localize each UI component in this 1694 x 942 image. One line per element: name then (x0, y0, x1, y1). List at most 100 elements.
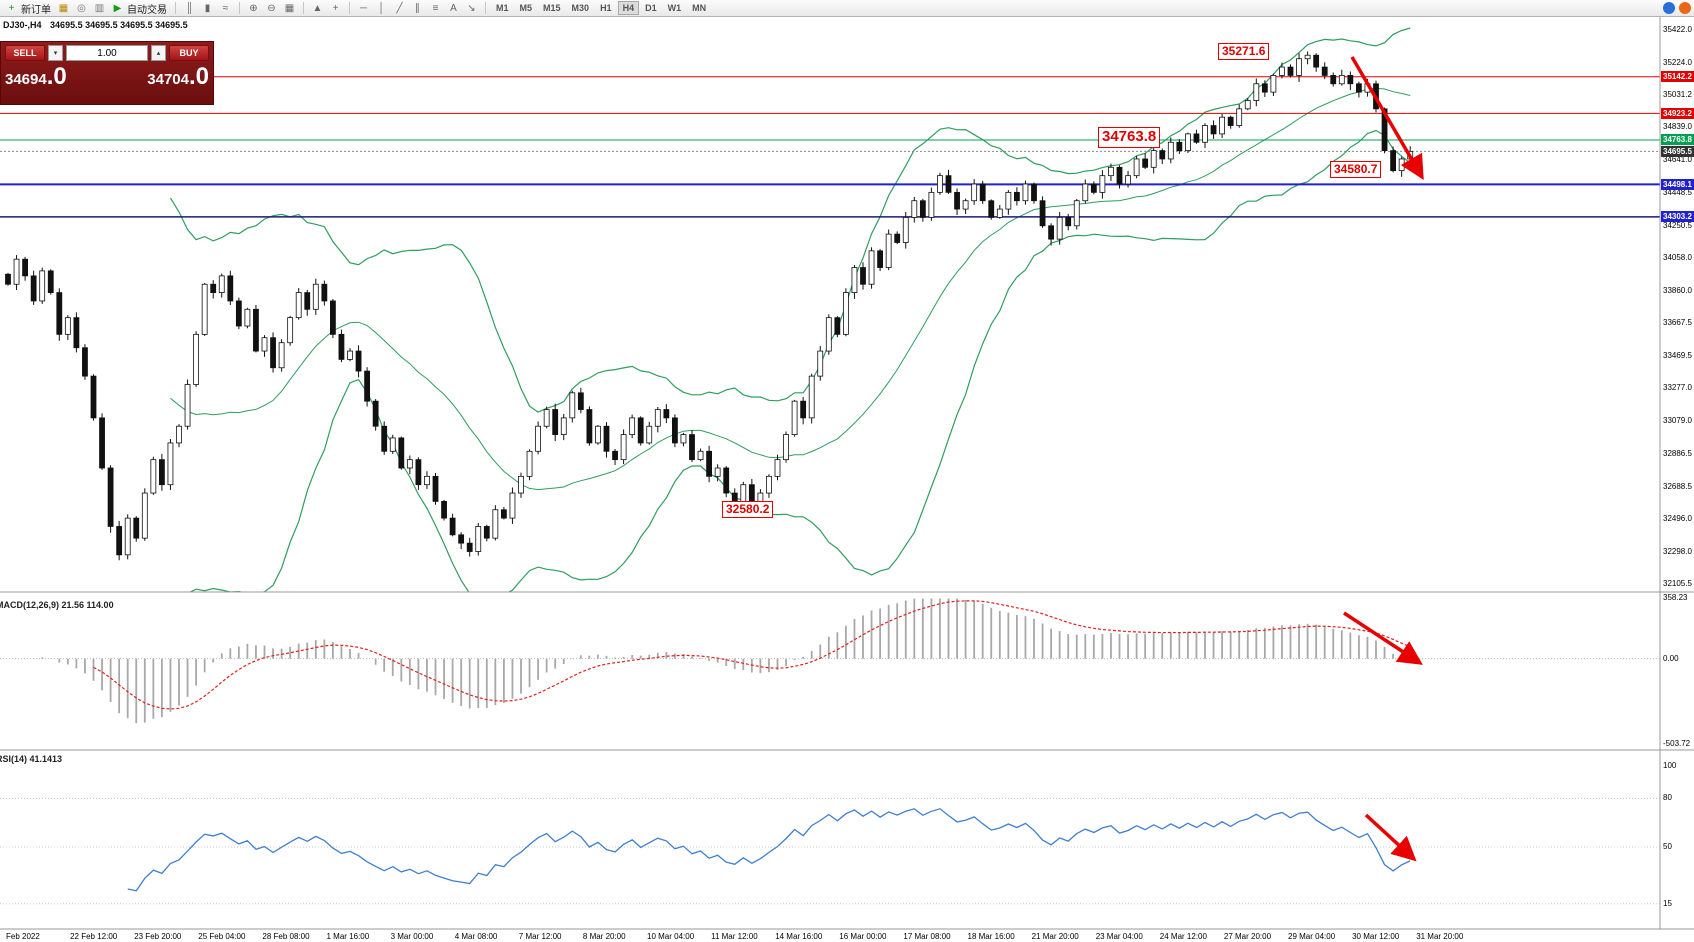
timeframe-M1[interactable]: M1 (496, 3, 509, 13)
candle-body (706, 450, 712, 477)
rsi-axis-tick: 80 (1663, 793, 1672, 803)
top-toolbar: + 新订单 ▦ ◎ ▥ ▶ 自动交易 ║ ▮ ≈ ⊕ ⊖ ▦ ▲ + ─ │ ╱ ∥ ≡ A ↘ M1 M5 M15 M30 H1 H… (0, 0, 1694, 17)
candle-body (475, 526, 482, 552)
candle-body (13, 258, 20, 285)
price-axis-tick: 34839.0 (1663, 122, 1692, 132)
volume-step-down-button[interactable]: ▾ (48, 45, 63, 61)
timeframe-M5[interactable]: M5 (519, 3, 533, 13)
price-axis-tick: 35422.0 (1663, 25, 1692, 34)
candle-body (193, 333, 200, 385)
candle-body (1321, 66, 1328, 76)
sell-button[interactable]: SELL (5, 45, 45, 61)
price-annotation[interactable]: 34580.7 (1330, 161, 1382, 178)
candle-body (1176, 141, 1183, 152)
candle-body (1398, 158, 1405, 172)
candle-body (1065, 217, 1072, 227)
candle-body (5, 273, 11, 285)
candle-body (1022, 183, 1029, 202)
candle-body (577, 392, 584, 410)
candle-body (1005, 191, 1012, 210)
volume-input[interactable] (66, 45, 148, 61)
candle-body (329, 300, 336, 335)
sell-price-fraction: .0 (46, 63, 67, 90)
candle-body (1073, 200, 1080, 227)
autotrade-icon[interactable]: ▶ (113, 2, 122, 14)
candle-body (1039, 200, 1046, 227)
crosshair-icon[interactable]: + (332, 2, 339, 14)
time-axis-label: 21 Mar 20:00 (1031, 932, 1079, 941)
fibonacci-tool-icon[interactable]: ≡ (432, 2, 439, 14)
time-axis-label: 3 Mar 00:00 (390, 932, 434, 941)
candle-body (338, 333, 345, 360)
price-annotation[interactable]: 32580.2 (722, 501, 774, 518)
candle-body (415, 459, 422, 486)
text-tool-icon[interactable]: A (450, 2, 457, 14)
price-annotation[interactable]: 35271.6 (1218, 43, 1270, 60)
channel-tool-icon[interactable]: ∥ (415, 2, 420, 14)
candle-body (1090, 183, 1097, 193)
candle-body (766, 475, 772, 494)
timeframe-D1[interactable]: D1 (645, 3, 657, 13)
market-watch-icon[interactable]: ◎ (77, 2, 86, 14)
candle-body (1381, 108, 1388, 152)
candle-body (116, 526, 123, 556)
candle-body (894, 233, 901, 243)
line-chart-icon[interactable]: ≈ (222, 2, 229, 14)
candle-body (1142, 158, 1149, 168)
time-axis-label: 25 Feb 04:00 (198, 932, 246, 941)
timeframe-MN[interactable]: MN (692, 3, 707, 13)
layouts-icon[interactable]: ▦ (58, 2, 69, 14)
timeframe-M30[interactable]: M30 (571, 3, 590, 13)
buy-price: 34704.0 (147, 63, 209, 90)
price-panel[interactable] (0, 27, 1660, 602)
zoom-in-icon[interactable]: ⊕ (249, 2, 258, 14)
timeframe-M15[interactable]: M15 (543, 3, 561, 13)
time-axis-label: 7 Mar 12:00 (518, 932, 562, 941)
timeframe-H4[interactable]: H4 (617, 1, 640, 15)
notifications-icon[interactable] (1679, 2, 1691, 14)
timeframe-W1[interactable]: W1 (667, 3, 682, 13)
candle-body (1347, 75, 1354, 85)
candle-body (441, 501, 447, 519)
bar-chart-icon[interactable]: ║ (185, 2, 194, 14)
candle-body (1167, 141, 1174, 160)
candle-body (595, 425, 601, 444)
chart-canvas[interactable] (0, 17, 1694, 942)
rsi-panel[interactable] (0, 797, 1660, 905)
volume-step-up-button[interactable]: ▴ (151, 45, 166, 61)
timeframe-H1[interactable]: H1 (600, 3, 612, 13)
price-axis-tick: 34058.0 (1663, 252, 1692, 262)
candle-body (1236, 108, 1243, 126)
candle-body (911, 200, 918, 218)
cursor-icon[interactable]: ▲ (312, 2, 323, 14)
macd-panel[interactable] (0, 598, 1660, 724)
hline-tool-icon[interactable]: ─ (359, 2, 368, 14)
candle-body (295, 292, 302, 319)
time-axis-label: 23 Mar 04:00 (1095, 932, 1143, 941)
candle-body (64, 317, 71, 335)
price-annotation[interactable]: 34763.8 (1098, 127, 1161, 148)
candle-body (1287, 66, 1294, 76)
trend-arrow[interactable] (1343, 611, 1423, 665)
candle-body (82, 347, 88, 377)
candle-body (107, 467, 114, 527)
trend-arrow[interactable] (1350, 56, 1424, 181)
tile-windows-icon[interactable]: ▦ (284, 2, 295, 14)
candle-body (979, 183, 986, 202)
candle-body (1048, 225, 1054, 240)
candle-body (458, 534, 465, 544)
trendline-tool-icon[interactable]: ╱ (396, 2, 403, 14)
candle-chart-icon[interactable]: ▮ (204, 2, 211, 14)
candle-body (919, 200, 926, 218)
zoom-out-icon[interactable]: ⊖ (267, 2, 276, 14)
buy-button[interactable]: BUY (169, 45, 209, 61)
community-icon[interactable] (1663, 2, 1675, 14)
navigator-icon[interactable]: ▥ (94, 2, 105, 14)
rsi-label: RSI(14) 41.1413 (0, 754, 63, 764)
trend-arrow[interactable] (1364, 813, 1417, 862)
vline-tool-icon[interactable]: │ (378, 2, 385, 14)
arrow-tool-icon[interactable]: ↘ (467, 2, 476, 14)
candle-body (509, 492, 516, 519)
candle-body (304, 292, 311, 310)
new-order-icon[interactable]: + (8, 2, 15, 14)
